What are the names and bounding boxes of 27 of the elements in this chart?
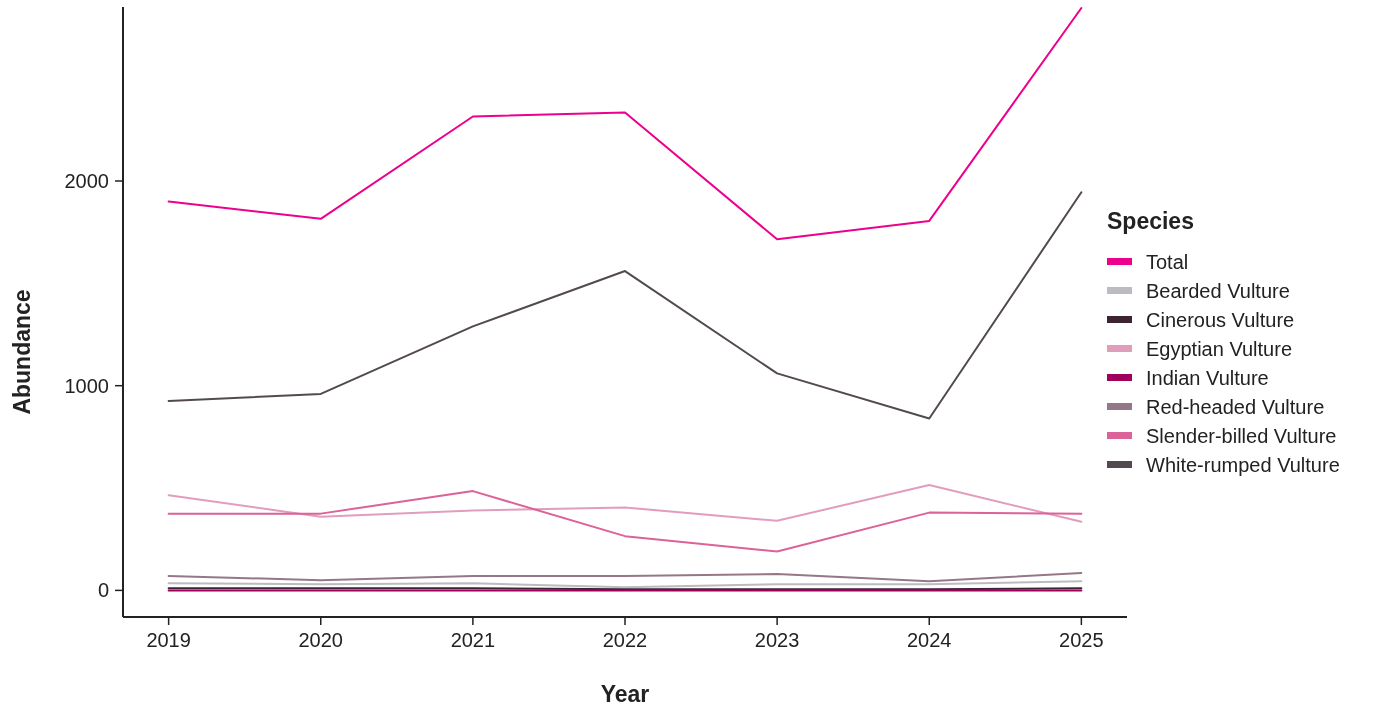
line-series [167, 490, 1083, 553]
x-tick-label: 2021 [450, 629, 496, 651]
y-tick-label: 0 [97, 579, 109, 602]
x-tick-label: 2020 [298, 629, 344, 651]
y-axis-title: Abundance [9, 289, 35, 415]
x-tick-label: 2023 [754, 629, 800, 651]
y-tick-label: 1000 [64, 374, 109, 397]
legend-label: Indian Vulture [1146, 367, 1269, 389]
legend-label: Bearded Vulture [1146, 280, 1290, 302]
x-tick-label: 2024 [906, 629, 952, 651]
line-series [167, 7, 1083, 241]
legend-label: Egyptian Vulture [1146, 338, 1293, 360]
y-tick-label: 2000 [64, 169, 109, 192]
x-axis-title: Year [600, 681, 650, 707]
legend-label: Total [1146, 251, 1189, 273]
legend-label: Red-headed Vulture [1146, 396, 1325, 418]
legend-label: Slender-billed Vulture [1146, 425, 1337, 447]
x-tick-label: 2019 [146, 629, 191, 651]
legend-title: Species [1107, 208, 1194, 234]
x-tick-label: 2022 [602, 629, 648, 651]
legend-label: Cinerous Vulture [1146, 309, 1295, 331]
line-series [167, 191, 1083, 420]
legend-label: White-rumped Vulture [1146, 454, 1340, 476]
line-series [167, 571, 1083, 583]
x-tick-label: 2025 [1059, 629, 1104, 651]
line-series [167, 483, 1083, 523]
line-series [167, 580, 1083, 589]
